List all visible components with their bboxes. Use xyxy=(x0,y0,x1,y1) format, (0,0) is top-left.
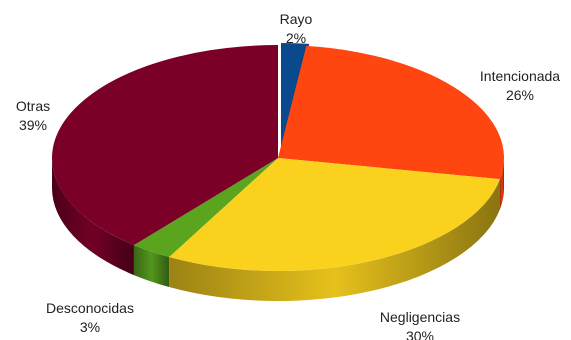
slice-negligencias xyxy=(169,158,500,271)
slice-percent-label: 39% xyxy=(19,117,47,133)
data-label-intencionada: Intencionada 26% xyxy=(480,68,560,103)
slice-name-label: Intencionada xyxy=(480,68,560,84)
slice-side-intencionada xyxy=(499,158,504,210)
slice-side-desconocidas xyxy=(133,245,170,288)
slice-percent-label: 2% xyxy=(286,30,306,46)
slice-name-label: Desconocidas xyxy=(46,300,134,316)
slice-side-otras xyxy=(52,158,134,276)
data-label-rayo: Rayo 2% xyxy=(280,11,313,46)
slice-name-label: Negligencias xyxy=(380,309,460,325)
slice-intencionada xyxy=(278,45,504,180)
slice-otras xyxy=(52,45,278,246)
slice-side-negligencias xyxy=(169,179,500,301)
slice-percent-label: 30% xyxy=(406,328,434,340)
slice-name-label: Otras xyxy=(16,98,50,114)
slice-desconocidas xyxy=(133,158,278,258)
slice-percent-label: 3% xyxy=(80,319,100,335)
data-label-desconocidas: Desconocidas 3% xyxy=(46,300,134,335)
pie-tops xyxy=(52,43,504,271)
slice-percent-label: 26% xyxy=(506,87,534,103)
data-label-negligencias: Negligencias 30% xyxy=(380,309,460,340)
slice-name-label: Rayo xyxy=(280,11,313,27)
pie-sides xyxy=(52,158,504,301)
data-label-otras: Otras 39% xyxy=(16,98,50,133)
pie-labels: Rayo 2% Intencionada 26% Negligencias 30% Desc… xyxy=(16,11,560,340)
